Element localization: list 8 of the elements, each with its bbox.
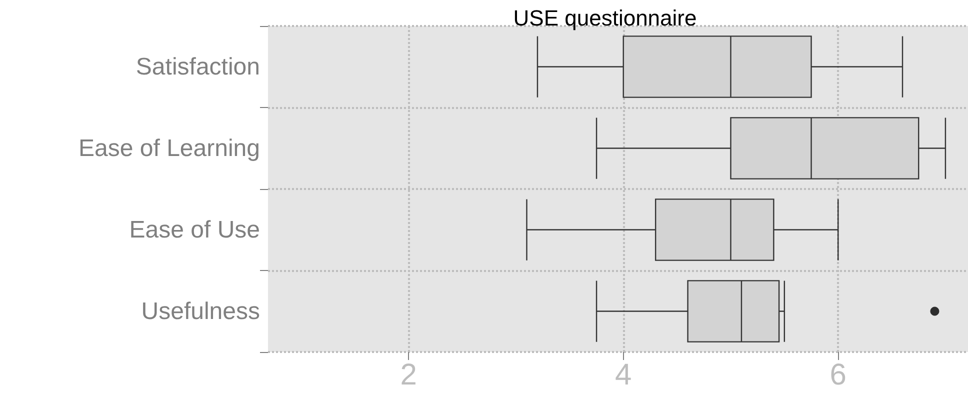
y-tick-label: Satisfaction (136, 53, 260, 80)
y-tick-label: Usefulness (141, 298, 260, 325)
x-tick-label: 6 (830, 358, 846, 392)
y-tick-label: Ease of Learning (78, 134, 260, 162)
x-tick-label: 4 (615, 358, 632, 392)
x-tick-label: 2 (400, 358, 417, 392)
chart-title: USE questionnaire (513, 6, 697, 30)
y-tick-label: Ease of Use (129, 216, 260, 244)
